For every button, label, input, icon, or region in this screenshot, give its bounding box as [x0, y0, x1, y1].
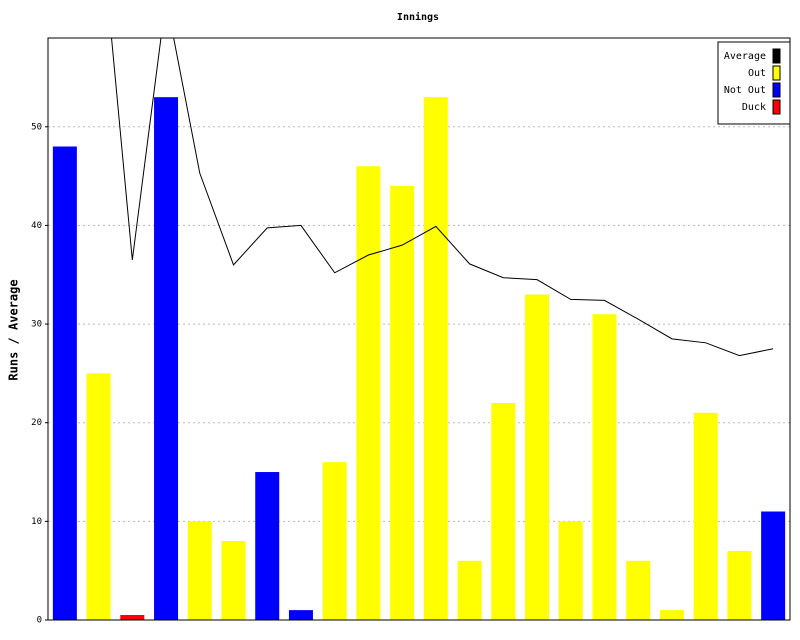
legend: Average Out Not Out Duck [717, 41, 791, 125]
bar [390, 185, 415, 620]
bar [221, 541, 246, 620]
plot-frame [47, 37, 791, 621]
bar [52, 146, 77, 620]
legend-swatch [772, 65, 781, 81]
legend-label: Duck [742, 102, 766, 113]
bar [423, 97, 448, 620]
bar [356, 166, 381, 620]
legend-swatch [772, 99, 781, 115]
bar [288, 610, 313, 620]
bar [322, 462, 347, 620]
legend-label: Not Out [724, 85, 766, 96]
bar [761, 511, 786, 620]
bar [727, 550, 752, 620]
bar [558, 521, 583, 620]
y-tick-label: 40 [31, 221, 42, 231]
plot-area [52, 38, 786, 620]
y-tick-label: 30 [31, 320, 42, 330]
y-tick-label: 20 [31, 418, 42, 428]
y-axis-label: Runs / Average [7, 279, 21, 380]
average-line [111, 38, 774, 357]
y-tick-label: 0 [37, 616, 42, 626]
legend-swatch [772, 82, 781, 98]
bar [120, 615, 145, 620]
y-tick-label: 50 [31, 122, 42, 132]
chart-title: Innings [397, 11, 439, 23]
bar [491, 402, 516, 620]
bar [592, 314, 617, 620]
legend-label: Average [724, 51, 766, 62]
bar [693, 412, 718, 620]
y-tick-label: 10 [31, 517, 42, 527]
bar [457, 560, 482, 620]
bar [255, 472, 280, 620]
bar [187, 521, 212, 620]
bar [626, 560, 651, 620]
bar [525, 294, 550, 620]
legend-swatch [772, 48, 781, 64]
bar [154, 97, 179, 620]
bar [659, 610, 684, 620]
bar [86, 373, 111, 620]
legend-label: Out [748, 68, 766, 79]
